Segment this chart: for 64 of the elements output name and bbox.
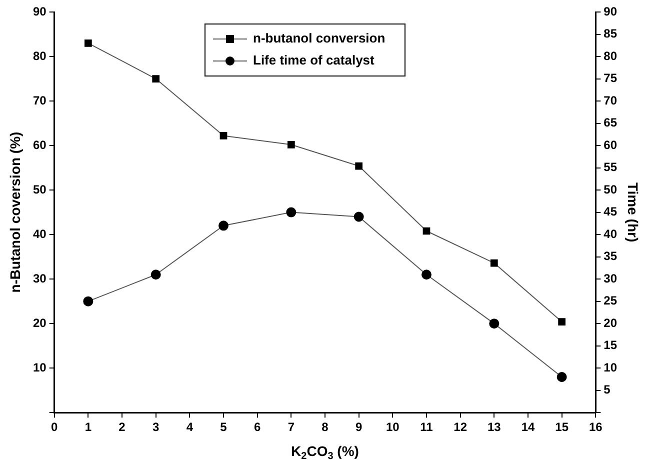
y-tick-label: 20 [32, 316, 47, 330]
point [422, 227, 430, 235]
legend-label: n-butanol conversion [253, 30, 386, 46]
x-tick-label: 5 [220, 420, 228, 434]
y2-tick-label: 85 [604, 26, 618, 41]
y2-axis-title: Time (hr) [625, 182, 642, 242]
x-tick-label: 12 [454, 420, 468, 434]
x-tick-label: 14 [521, 420, 535, 434]
x-tick-label: 15 [555, 420, 569, 434]
y-tick-label: 40 [32, 226, 47, 241]
x-tick-label: 2 [118, 420, 126, 434]
y2-tick-label: 30 [604, 271, 618, 286]
point [83, 296, 94, 306]
y2-tick-label: 15 [604, 338, 618, 352]
x-tick-label: 6 [254, 420, 261, 434]
x-tick-label: 11 [420, 420, 434, 434]
point [287, 140, 295, 148]
x-tick-label: 4 [186, 420, 194, 434]
point [556, 372, 567, 382]
x-tick-label: 16 [588, 420, 603, 434]
y2-tick-label: 75 [604, 71, 618, 86]
y-tick-label: 90 [32, 4, 47, 18]
legend-label: Life time of catalyst [253, 52, 376, 68]
y-tick-label: 50 [32, 182, 47, 196]
y2-tick-label: 5 [604, 382, 611, 397]
y2-tick-label: 50 [604, 182, 618, 196]
y2-tick-label: 10 [604, 360, 618, 374]
y2-tick-label: 45 [604, 204, 618, 219]
x-tick-label: 13 [487, 420, 502, 434]
y-tick-label: 10 [32, 360, 47, 374]
y2-tick-label: 70 [604, 93, 618, 108]
y-tick-label: 30 [32, 271, 47, 286]
y-tick-label: 80 [32, 48, 47, 63]
x-tick-label: 7 [288, 420, 295, 434]
point [150, 270, 161, 280]
point [354, 212, 364, 222]
x-tick-label: 0 [51, 420, 58, 434]
point [489, 318, 500, 329]
y2-tick-label: 65 [604, 116, 618, 130]
y-axis-title: n-Butanol coversion (%) [6, 132, 23, 293]
y-tick-label: 70 [32, 93, 47, 108]
x-tick-label: 3 [152, 420, 160, 434]
y2-tick-label: 40 [604, 226, 618, 241]
y2-tick-label: 90 [604, 4, 618, 18]
y2-tick-label: 35 [604, 249, 618, 264]
point [286, 207, 296, 218]
point [152, 75, 160, 82]
x-tick-label: 8 [322, 420, 329, 434]
y-tick-label: 60 [32, 138, 47, 152]
x-tick-label: 10 [386, 420, 400, 434]
point [490, 259, 498, 267]
y2-tick-label: 25 [604, 294, 618, 308]
point [558, 318, 566, 326]
y2-tick-label: 20 [604, 316, 618, 330]
point [421, 270, 432, 280]
y2-tick-label: 60 [604, 138, 618, 152]
point [218, 220, 229, 231]
y2-tick-label: 80 [604, 48, 618, 63]
point [220, 132, 228, 140]
point [355, 162, 363, 170]
y2-tick-label: 55 [604, 160, 618, 174]
point [84, 39, 92, 47]
x-tick-label: 1 [84, 420, 92, 434]
x-tick-label: 9 [355, 420, 362, 434]
